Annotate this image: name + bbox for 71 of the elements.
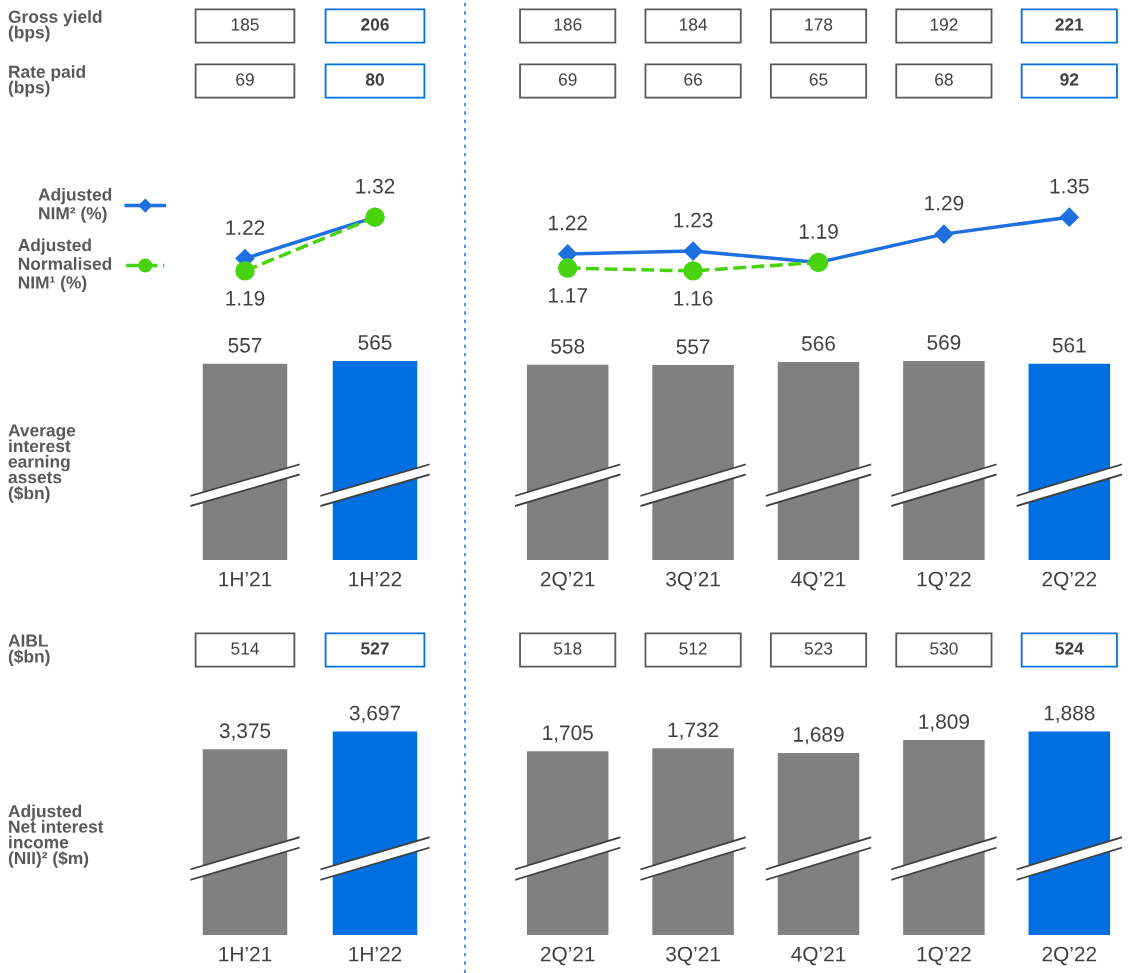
x-tick-label: 3Q’21 — [666, 571, 720, 591]
data-label: 1,809 — [919, 714, 969, 732]
data-label: 66 — [684, 73, 702, 86]
data-label: 1.29 — [925, 195, 964, 211]
x-tick-label: 2Q’21 — [540, 571, 595, 591]
data-label: 1,888 — [1044, 705, 1095, 723]
data-label: 69 — [236, 73, 254, 86]
data-label: 186 — [554, 18, 582, 31]
data-label: 192 — [930, 18, 958, 31]
data-label: 518 — [553, 642, 582, 655]
point — [683, 261, 703, 281]
point — [683, 241, 703, 261]
data-label: 561 — [1052, 337, 1086, 353]
x-tick-label: 1H’21 — [219, 946, 272, 962]
data-label: 557 — [676, 339, 710, 355]
data-label: 530 — [930, 642, 958, 655]
data-label: 178 — [805, 18, 833, 31]
data-label: 1.16 — [674, 290, 713, 306]
data-label: 557 — [228, 338, 262, 353]
x-tick-label: 3Q’21 — [666, 946, 720, 966]
data-label: 512 — [679, 642, 707, 655]
data-label: 184 — [679, 18, 708, 31]
text: Rate paid (bps) — [8, 65, 85, 97]
data-label: 221 — [1055, 18, 1084, 31]
x-tick-label: 2Q’22 — [1042, 571, 1097, 591]
data-label: 206 — [361, 18, 389, 31]
x-tick-label: 4Q’21 — [791, 946, 846, 966]
data-label: 3,697 — [349, 705, 401, 723]
y-axis-title: Adjusted Net interest income (NII)² ($m) — [8, 804, 104, 868]
point — [934, 224, 954, 244]
x-tick-label: 4Q’21 — [791, 571, 846, 591]
data-label: 80 — [365, 73, 384, 86]
text: Gross yield (bps) — [8, 10, 102, 42]
data-label: 1,732 — [668, 722, 719, 740]
legend-label: Adjusted Normalised NIM¹ (%) — [18, 238, 112, 293]
point — [1059, 207, 1079, 227]
x-tick-label: 1H’22 — [349, 571, 402, 587]
data-label: 1.17 — [549, 288, 587, 303]
data-label: 3,375 — [219, 723, 271, 741]
data-label: 1.32 — [356, 178, 395, 194]
data-label: 1.22 — [226, 220, 265, 235]
text: AIBL ($bn) — [8, 634, 50, 667]
data-label: 92 — [1060, 73, 1079, 86]
data-label: 1.35 — [1050, 178, 1089, 194]
x-tick-label: 1Q’22 — [917, 571, 971, 591]
data-label: 524 — [1055, 642, 1084, 655]
data-label: 523 — [804, 642, 833, 655]
point — [557, 258, 578, 278]
data-label: 65 — [809, 73, 828, 86]
data-label: 1,705 — [543, 725, 593, 743]
data-label: 1.19 — [226, 290, 265, 306]
legend-label: Adjusted NIM² (%) — [38, 187, 112, 223]
x-tick-label: 1H’22 — [349, 946, 402, 962]
data-label: 514 — [231, 642, 259, 655]
data-label: 1.23 — [674, 212, 713, 228]
data-label: 566 — [801, 336, 835, 351]
data-label: 1.22 — [549, 215, 587, 231]
data-label: 558 — [551, 338, 585, 354]
data-label: 1,689 — [794, 727, 844, 745]
data-label: 69 — [558, 73, 577, 86]
x-tick-label: 2Q’21 — [540, 946, 595, 966]
data-label: 68 — [935, 73, 953, 86]
data-label: 1.19 — [799, 224, 838, 239]
data-label: 527 — [361, 642, 389, 655]
x-tick-label: 1Q’22 — [917, 946, 971, 966]
data-label: 185 — [231, 18, 259, 31]
x-tick-label: 1H’21 — [219, 571, 272, 587]
x-tick-label: 2Q’22 — [1042, 946, 1097, 966]
data-label: 569 — [927, 335, 961, 350]
y-axis-title: Average interest earning assets ($bn) — [8, 424, 76, 503]
data-label: 565 — [358, 335, 392, 350]
